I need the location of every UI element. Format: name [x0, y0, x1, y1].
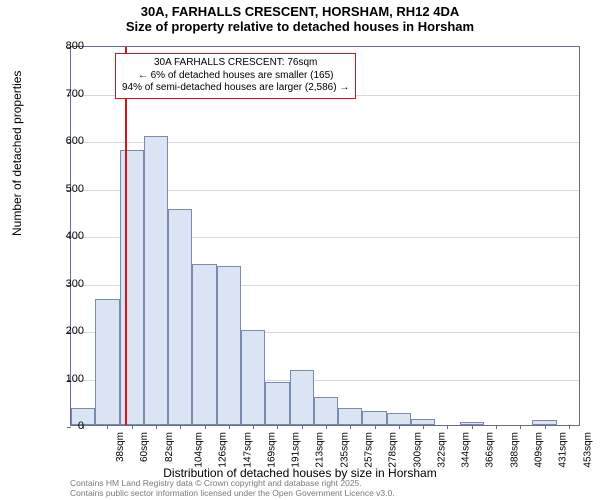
annotation-box: 30A FARHALLS CRESCENT: 76sqm← 6% of deta… — [115, 53, 356, 99]
xtick-mark — [423, 425, 424, 429]
histogram-bar — [290, 370, 314, 425]
ytick-label: 100 — [44, 373, 84, 385]
chart-area: 30A FARHALLS CRESCENT: 76sqm← 6% of deta… — [70, 46, 580, 426]
histogram-bar — [95, 299, 119, 425]
ytick-label: 800 — [44, 40, 84, 52]
ytick-label: 600 — [44, 135, 84, 147]
xtick-mark — [229, 425, 230, 429]
footer-attribution: Contains HM Land Registry data © Crown c… — [70, 479, 395, 499]
xtick-label: 191sqm — [291, 432, 302, 468]
ytick-label: 300 — [44, 278, 84, 290]
xtick-label: 300sqm — [412, 432, 423, 468]
xtick-mark — [132, 425, 133, 429]
annotation-line: 94% of semi-detached houses are larger (… — [122, 82, 349, 95]
histogram-bar — [314, 397, 338, 426]
xtick-mark — [496, 425, 497, 429]
xtick-mark — [180, 425, 181, 429]
xtick-mark — [326, 425, 327, 429]
xtick-label: 278sqm — [388, 432, 399, 468]
title-line-1: 30A, FARHALLS CRESCENT, HORSHAM, RH12 4D… — [0, 4, 600, 19]
plot-region: 30A FARHALLS CRESCENT: 76sqm← 6% of deta… — [70, 46, 580, 426]
xtick-mark — [569, 425, 570, 429]
marker-line — [125, 47, 127, 425]
annotation-line: 30A FARHALLS CRESCENT: 76sqm — [122, 57, 349, 70]
xtick-mark — [107, 425, 108, 429]
xtick-mark — [277, 425, 278, 429]
ytick-label: 700 — [44, 88, 84, 100]
xtick-mark — [156, 425, 157, 429]
xtick-label: 104sqm — [194, 432, 205, 468]
xtick-mark — [302, 425, 303, 429]
histogram-bar — [265, 382, 289, 425]
ytick-label: 0 — [44, 420, 84, 432]
histogram-bar — [387, 413, 411, 425]
xtick-mark — [375, 425, 376, 429]
xtick-mark — [399, 425, 400, 429]
xtick-label: 126sqm — [218, 432, 229, 468]
histogram-bar — [192, 264, 216, 426]
xtick-mark — [205, 425, 206, 429]
y-axis-label: Number of detached properties — [10, 71, 24, 236]
ytick-label: 200 — [44, 325, 84, 337]
ytick-label: 500 — [44, 183, 84, 195]
title-line-2: Size of property relative to detached ho… — [0, 19, 600, 34]
footer-line-2: Contains public sector information licen… — [70, 489, 395, 499]
xtick-label: 169sqm — [266, 432, 277, 468]
histogram-bar — [241, 330, 265, 425]
xtick-mark — [350, 425, 351, 429]
xtick-mark — [253, 425, 254, 429]
xtick-label: 257sqm — [364, 432, 375, 468]
xtick-mark — [545, 425, 546, 429]
xtick-label: 82sqm — [164, 432, 175, 462]
xtick-mark — [447, 425, 448, 429]
histogram-bar — [120, 150, 144, 426]
xtick-label: 366sqm — [485, 432, 496, 468]
xtick-mark — [472, 425, 473, 429]
xtick-label: 322sqm — [436, 432, 447, 468]
histogram-bar — [338, 408, 362, 425]
xtick-label: 60sqm — [139, 432, 150, 462]
xtick-label: 213sqm — [315, 432, 326, 468]
xtick-label: 38sqm — [115, 432, 126, 462]
xtick-mark — [520, 425, 521, 429]
xtick-label: 147sqm — [242, 432, 253, 468]
histogram-bar — [168, 209, 192, 425]
xtick-label: 388sqm — [509, 432, 520, 468]
histogram-bar — [144, 136, 168, 425]
annotation-line: ← 6% of detached houses are smaller (165… — [122, 70, 349, 83]
chart-title-block: 30A, FARHALLS CRESCENT, HORSHAM, RH12 4D… — [0, 0, 600, 34]
xtick-label: 235sqm — [339, 432, 350, 468]
histogram-bar — [217, 266, 241, 425]
xtick-label: 409sqm — [534, 432, 545, 468]
xtick-label: 453sqm — [582, 432, 593, 468]
ytick-label: 400 — [44, 230, 84, 242]
xtick-label: 431sqm — [558, 432, 569, 468]
histogram-bar — [362, 411, 386, 425]
xtick-label: 344sqm — [461, 432, 472, 468]
